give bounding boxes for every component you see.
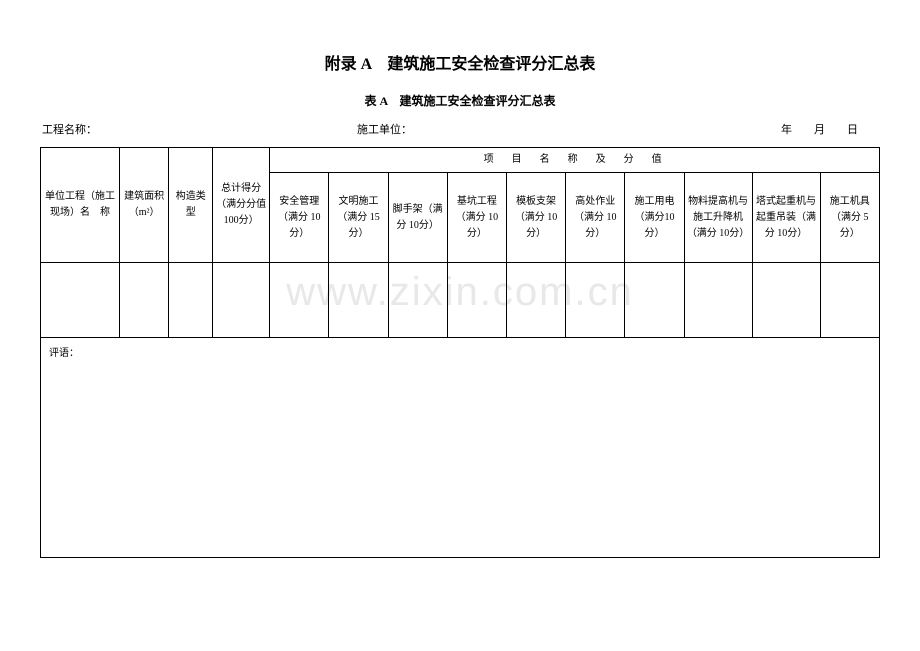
- main-title: 附录 A 建筑施工安全检查评分汇总表: [40, 50, 880, 74]
- project-name-label: 工程名称：: [42, 121, 97, 137]
- col-item-6: 高处作业（满分 10分）: [566, 173, 625, 263]
- col-item-2: 文明施工（满分 15分）: [329, 173, 388, 263]
- col-item-9: 塔式起重机与起重吊装（满分 10分）: [752, 173, 820, 263]
- col-project: 单位工程（施工现场）名 称: [41, 148, 120, 263]
- col-area: 建筑面积（m²）: [119, 148, 168, 263]
- cell: [270, 263, 329, 338]
- cell: [625, 263, 684, 338]
- col-item-8: 物料提高机与施工升降机（满分 10分）: [684, 173, 752, 263]
- comment-cell: 评语：: [41, 338, 880, 558]
- col-total: 总计得分（满分分值100分）: [213, 148, 270, 263]
- sub-title: 表 A 建筑施工安全检查评分汇总表: [40, 92, 880, 109]
- cell: [566, 263, 625, 338]
- comment-row: 评语：: [41, 338, 880, 558]
- cell: [329, 263, 388, 338]
- cell: [388, 263, 447, 338]
- col-item-10: 施工机具（满分 5 分）: [820, 173, 879, 263]
- col-type: 构造类型: [169, 148, 213, 263]
- header-row: 工程名称： 施工单位： 年 月 日: [40, 121, 880, 137]
- construction-unit-label: 施工单位：: [357, 121, 412, 137]
- cell: [41, 263, 120, 338]
- col-item-3: 脚手架（满分 10分）: [388, 173, 447, 263]
- cell: [447, 263, 506, 338]
- table-row: [41, 263, 880, 338]
- col-item-5: 模板支架（满分 10分）: [506, 173, 565, 263]
- cell: [169, 263, 213, 338]
- cell: [119, 263, 168, 338]
- col-item-7: 施工用电（满分10分）: [625, 173, 684, 263]
- col-item-1: 安全管理（满分 10分）: [270, 173, 329, 263]
- date-label: 年 月 日: [781, 121, 878, 137]
- col-item-4: 基坑工程（满分 10分）: [447, 173, 506, 263]
- cell: [752, 263, 820, 338]
- score-table: 单位工程（施工现场）名 称 建筑面积（m²） 构造类型 总计得分（满分分值100…: [40, 147, 880, 558]
- group-header: 项 目 名 称 及 分 值: [270, 148, 880, 173]
- document-content: 附录 A 建筑施工安全检查评分汇总表 表 A 建筑施工安全检查评分汇总表 工程名…: [40, 50, 880, 558]
- cell: [506, 263, 565, 338]
- cell: [684, 263, 752, 338]
- cell: [820, 263, 879, 338]
- cell: [213, 263, 270, 338]
